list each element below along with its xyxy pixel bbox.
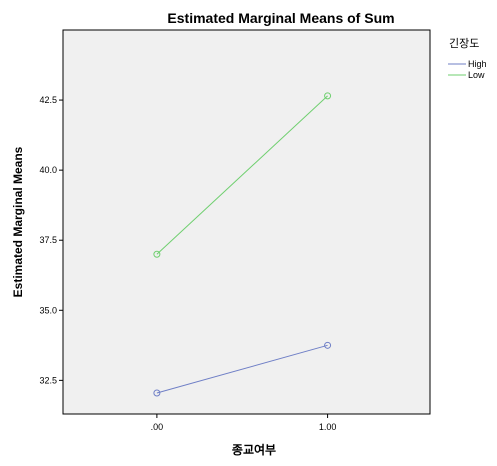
y-tick-label: 32.5 <box>39 375 57 385</box>
series-line-low <box>156 95 328 255</box>
series-layer <box>153 92 332 397</box>
x-tick-label: 1.00 <box>319 422 337 432</box>
x-tick-label: .00 <box>151 422 164 432</box>
data-point-high <box>324 341 332 349</box>
plot-area <box>62 29 431 415</box>
data-point-low <box>324 92 332 100</box>
legend-label-high: High <box>468 59 487 69</box>
x-ticks: .00 1.00 <box>151 414 337 432</box>
y-tick-label: 42.5 <box>39 95 57 105</box>
series-line-high <box>156 344 328 394</box>
legend-title: 긴장도 <box>449 37 479 50</box>
data-point-high <box>153 389 161 397</box>
y-ticks: 32.5 35.0 37.5 40.0 42.5 <box>39 95 63 385</box>
y-tick-label: 37.5 <box>39 235 57 245</box>
y-tick-label: 40.0 <box>39 165 57 175</box>
y-axis-title: Estimated Marginal Means <box>11 146 25 297</box>
data-point-low <box>153 250 161 258</box>
chart-title: Estimated Marginal Means of Sum <box>167 10 394 26</box>
legend-label-low: Low <box>468 70 485 80</box>
x-axis-title: 종교여부 <box>232 442 276 457</box>
y-tick-label: 35.0 <box>39 305 57 315</box>
